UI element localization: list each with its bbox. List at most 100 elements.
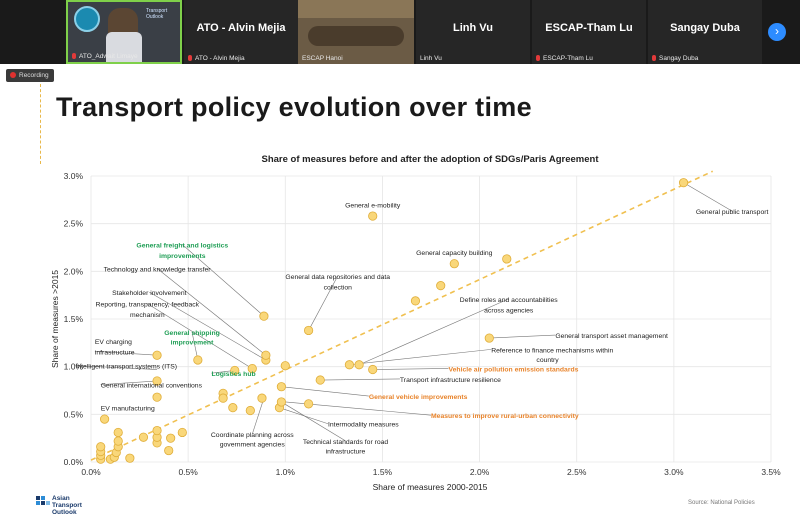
annotation-label: Intermodality measures bbox=[328, 422, 399, 429]
annotation-label: General vehicle improvements bbox=[369, 394, 468, 401]
chart-title: Share of measures before and after the a… bbox=[262, 154, 600, 165]
annotation-leader-line bbox=[100, 380, 158, 385]
participant-display-name: Sangay Duba bbox=[670, 22, 740, 34]
data-point bbox=[247, 363, 257, 374]
annotation-label: Reporting, transparency, feedback bbox=[96, 302, 200, 309]
annotation-leader-line bbox=[156, 268, 267, 356]
participant-tile-linh[interactable]: Linh Vu Linh Vu bbox=[416, 0, 530, 64]
annotation-label: General public transport bbox=[696, 209, 769, 216]
y-tick-label: 3.0% bbox=[64, 171, 84, 181]
annotation-label: EV manufacturing bbox=[101, 406, 155, 413]
recording-indicator[interactable]: Recording bbox=[6, 69, 54, 82]
record-icon bbox=[10, 72, 16, 78]
scatter-chart: 0.0% 0.5% 1.0% 1.5% 2.0% 2.5% 3.0% 3.5% 0.0% 0.5%… bbox=[50, 154, 781, 492]
annotation-label: Measures to improve rural-urban connecti… bbox=[431, 413, 579, 420]
annotation-label: infrastructure bbox=[326, 448, 366, 455]
annotation-leader-line bbox=[281, 401, 346, 442]
annotation-label: Coordinate planning across bbox=[211, 432, 294, 439]
x-tick-label: 1.0% bbox=[276, 467, 296, 477]
mic-muted-icon bbox=[188, 55, 192, 62]
annotation-label: Reference to finance mechanisms within bbox=[491, 347, 613, 354]
mic-icon bbox=[72, 53, 76, 60]
annotation-label: improvement bbox=[171, 340, 214, 347]
x-tick-label: 3.5% bbox=[761, 467, 781, 477]
data-point bbox=[502, 254, 512, 264]
x-tick-label: 3.0% bbox=[664, 467, 684, 477]
annotation-label: Technology and knowledge transfer bbox=[104, 266, 212, 273]
annotation-label: Intelligent transport systems (ITS) bbox=[75, 364, 177, 371]
data-point bbox=[138, 432, 149, 442]
annotation-label: Logistics hub bbox=[211, 371, 255, 378]
y-tick-label: 0.0% bbox=[64, 457, 84, 467]
participant-tile-escap-hanoi[interactable]: ESCAP Hanoi bbox=[298, 0, 414, 64]
shared-slide: Recording Transport policy evolution ove… bbox=[0, 64, 800, 523]
annotation-label: EV charging bbox=[95, 339, 132, 346]
annotation-leader-line bbox=[320, 378, 400, 381]
x-tick-label: 1.5% bbox=[373, 467, 393, 477]
participant-display-name: Linh Vu bbox=[453, 22, 493, 34]
participant-display-name: ATO - Alvin Mejia bbox=[196, 22, 286, 34]
logo-text: Asian Transport Outlook bbox=[52, 495, 82, 516]
data-point bbox=[368, 364, 378, 375]
data-point bbox=[152, 392, 162, 402]
data-point bbox=[303, 399, 314, 409]
participant-tile-adwait[interactable]: Transport Outlook ATO_Adwait Limaye bbox=[66, 0, 182, 64]
annotation-label: Define roles and accountabilities bbox=[460, 297, 558, 304]
data-point bbox=[484, 333, 494, 343]
data-point bbox=[230, 365, 240, 376]
x-axis-label: Share of measures 2000-2015 bbox=[373, 482, 488, 492]
annotation-leader-line bbox=[251, 398, 265, 435]
data-point bbox=[410, 296, 421, 306]
slide-title: Transport policy evolution over time bbox=[56, 92, 532, 122]
annotation-label: improvements bbox=[159, 253, 206, 260]
participant-label: Linh Vu bbox=[420, 55, 442, 62]
participant-label: ATO_Adwait Limaye bbox=[72, 53, 138, 60]
data-point bbox=[436, 281, 446, 291]
annotation-label: General international conventions bbox=[101, 383, 203, 390]
y-tick-label: 1.5% bbox=[64, 314, 84, 324]
data-point bbox=[276, 397, 286, 407]
annotation-leader-line bbox=[372, 368, 449, 370]
participant-tile-alvin[interactable]: ATO - Alvin Mejia ATO - Alvin Mejia bbox=[184, 0, 298, 64]
x-tick-label: 2.0% bbox=[470, 467, 490, 477]
annotation-label: collection bbox=[324, 284, 353, 291]
y-tick-label: 2.5% bbox=[64, 219, 84, 229]
data-point bbox=[315, 375, 325, 385]
data-point bbox=[368, 211, 378, 221]
annotation-label: General e-mobility bbox=[345, 202, 401, 209]
data-point bbox=[193, 355, 203, 365]
next-page-arrow-icon[interactable]: › bbox=[768, 23, 786, 41]
data-point bbox=[354, 360, 364, 370]
person-shirt bbox=[106, 32, 142, 62]
annotation-label: Vehicle air pollution emission standards bbox=[448, 366, 578, 373]
annotation-leader-line bbox=[489, 334, 556, 339]
annotation-label: Transport infrastructure resilience bbox=[400, 377, 501, 384]
data-point bbox=[125, 453, 135, 463]
y-tick-label: 0.5% bbox=[64, 409, 84, 419]
annotation-label: government agencies bbox=[220, 442, 286, 449]
annotation-leader-line bbox=[182, 244, 265, 317]
participant-label: ATO - Alvin Mejia bbox=[188, 55, 245, 62]
annotation-label: infrastructure bbox=[95, 349, 135, 356]
annotation-label: mechanism bbox=[130, 312, 165, 319]
data-point bbox=[261, 350, 271, 360]
banner-text: Transport Outlook bbox=[146, 8, 168, 20]
annotation-leader-line bbox=[94, 350, 158, 356]
participant-tile-sangay[interactable]: Sangay Duba Sangay Duba bbox=[648, 0, 762, 64]
x-tick-label: 0.5% bbox=[178, 467, 198, 477]
trend-line bbox=[90, 170, 714, 461]
annotation-label: Stakeholder involvement bbox=[112, 290, 187, 297]
data-point bbox=[113, 436, 123, 446]
y-tick-label: 1.0% bbox=[64, 362, 84, 372]
asian-transport-outlook-logo: Asian Transport Outlook bbox=[36, 492, 100, 520]
participant-tile-tham[interactable]: ESCAP-Tham Lu ESCAP-Tham Lu bbox=[532, 0, 646, 64]
annotation-label: General transport asset management bbox=[555, 333, 668, 340]
mic-muted-icon bbox=[652, 55, 656, 62]
conference-table bbox=[308, 26, 404, 46]
title-divider bbox=[40, 84, 41, 164]
participant-display-name: ESCAP-Tham Lu bbox=[545, 22, 633, 34]
data-point bbox=[245, 405, 255, 416]
data-point bbox=[152, 376, 162, 386]
data-point bbox=[164, 445, 174, 456]
participant-label: Sangay Duba bbox=[652, 55, 698, 62]
